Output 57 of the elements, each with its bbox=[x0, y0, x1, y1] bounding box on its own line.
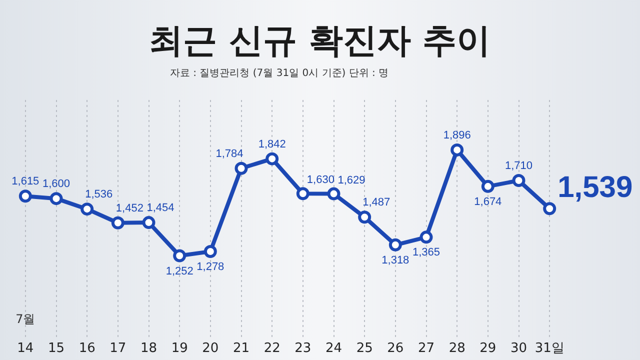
point bbox=[296, 187, 310, 200]
x-tick-label: 30 bbox=[510, 341, 528, 356]
data-label: 1,452 bbox=[116, 202, 144, 214]
x-tick-label: 19 bbox=[171, 341, 188, 356]
text: 7월 bbox=[16, 312, 36, 326]
data-label: 1,278 bbox=[196, 261, 224, 274]
x-tick-label: 24 bbox=[325, 341, 342, 356]
data-label: 1,674 bbox=[474, 196, 502, 208]
x-tick-label: 28 bbox=[448, 341, 466, 356]
data-label: 1,710 bbox=[504, 160, 533, 172]
x-tick-label: 16 bbox=[78, 341, 96, 356]
data-label: 1,487 bbox=[362, 196, 390, 209]
x-tick-label: 18 bbox=[140, 341, 158, 356]
data-label: 1,615 bbox=[12, 176, 40, 188]
x-tick-label: 23 bbox=[294, 341, 312, 356]
point bbox=[327, 187, 340, 200]
point bbox=[388, 238, 402, 252]
x-tick-label: 22 bbox=[264, 341, 280, 356]
data-label: 1,454 bbox=[146, 202, 174, 214]
data-label: 1,784 bbox=[216, 148, 244, 160]
x-tick-label: 29 bbox=[480, 341, 496, 356]
chart-subtitle: 자료 : 질병관리청 (7월 31일 0시 기준) 단위 : 명 bbox=[170, 67, 389, 80]
point bbox=[543, 202, 556, 216]
x-tick-label: 17 bbox=[110, 341, 126, 356]
data-label: 1,539 bbox=[558, 170, 633, 204]
data-label: 1,365 bbox=[412, 246, 440, 259]
x-tick-label: 15 bbox=[48, 341, 65, 356]
x-tick-label: 26 bbox=[387, 341, 404, 356]
data-label: 1,896 bbox=[443, 129, 471, 142]
point bbox=[512, 174, 526, 187]
point bbox=[80, 202, 94, 216]
data-label: 1,630 bbox=[306, 174, 334, 186]
x-tick-label: 14 bbox=[17, 341, 34, 356]
x-tick-label: 25 bbox=[356, 341, 373, 356]
x-tick-label: 20 bbox=[202, 341, 219, 356]
data-label: 1,842 bbox=[258, 138, 286, 150]
data-label: 1,600 bbox=[42, 178, 70, 190]
point bbox=[204, 244, 217, 258]
point bbox=[234, 162, 248, 175]
data-label: 1,629 bbox=[338, 174, 366, 186]
point bbox=[358, 210, 372, 224]
chart-title: 최근 신규 확진자 추이 bbox=[148, 20, 492, 63]
data-label: 1,536 bbox=[85, 188, 113, 201]
data-label: 1,252 bbox=[166, 265, 194, 278]
data-label: 1,318 bbox=[382, 254, 410, 266]
x-tick-label: 27 bbox=[418, 341, 435, 356]
x-tick-label: 31일 bbox=[534, 341, 564, 356]
point bbox=[266, 152, 279, 166]
point bbox=[111, 216, 124, 230]
point bbox=[450, 143, 464, 156]
point bbox=[18, 190, 32, 203]
point bbox=[420, 230, 433, 244]
point bbox=[142, 216, 156, 230]
point bbox=[50, 192, 63, 206]
point bbox=[173, 249, 186, 262]
x-tick-label: 21 bbox=[232, 341, 250, 356]
point bbox=[481, 180, 494, 193]
